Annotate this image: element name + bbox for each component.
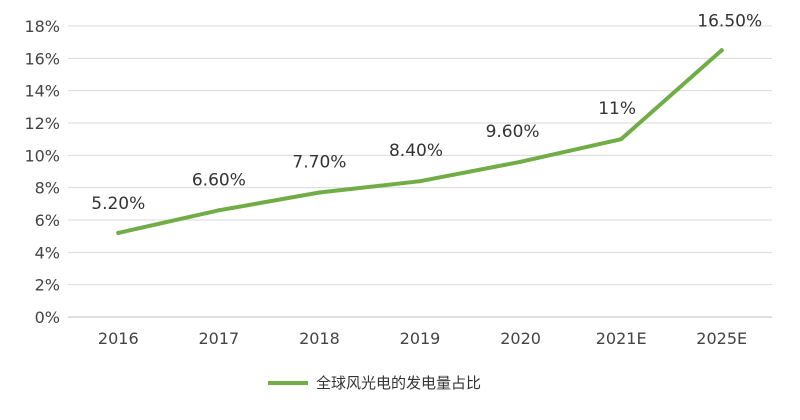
- y-tick-label: 12%: [24, 114, 60, 133]
- y-tick-label: 16%: [24, 49, 60, 68]
- data-label: 11%: [598, 99, 636, 119]
- data-label: 16.50%: [697, 11, 762, 31]
- data-point: [518, 159, 523, 164]
- x-tick-label: 2019: [400, 329, 441, 348]
- legend: 全球风光电的发电量占比: [268, 374, 481, 392]
- data-label: 8.40%: [389, 141, 443, 161]
- x-tick-label: 2020: [500, 329, 541, 348]
- axes: 0% 2% 4% 6% 8% 10% 12% 14% 16% 18% 2016 2017 2018 201…: [24, 17, 772, 348]
- data-point: [317, 190, 322, 195]
- y-tick-label: 10%: [24, 146, 60, 165]
- x-tick-label: 2025E: [696, 329, 747, 348]
- data-point: [216, 208, 221, 213]
- y-tick-label: 8%: [35, 179, 60, 198]
- data-point: [719, 48, 724, 53]
- data-label: 7.70%: [292, 153, 346, 173]
- data-point: [619, 137, 624, 142]
- x-tick-label: 2016: [98, 329, 139, 348]
- data-label: 9.60%: [486, 122, 540, 142]
- y-tick-label: 14%: [24, 82, 60, 101]
- x-tick-label: 2021E: [596, 329, 647, 348]
- y-tick-label: 6%: [35, 211, 60, 230]
- data-point: [418, 179, 422, 184]
- data-point: [116, 230, 121, 235]
- data-labels: 5.20% 6.60% 7.70% 8.40% 9.60% 11% 16.50%: [91, 11, 762, 214]
- series-layer: [116, 48, 724, 235]
- legend-label: 全球风光电的发电量占比: [316, 374, 481, 392]
- gridlines: [68, 25, 772, 286]
- y-tick-label: 0%: [35, 308, 60, 327]
- x-tick-label: 2017: [198, 329, 239, 348]
- x-tick-label: 2018: [299, 329, 340, 348]
- y-tick-label: 4%: [35, 243, 60, 262]
- y-tick-label: 18%: [24, 17, 60, 36]
- y-tick-label: 2%: [35, 276, 60, 295]
- data-label: 5.20%: [91, 194, 145, 214]
- data-label: 6.60%: [192, 170, 246, 190]
